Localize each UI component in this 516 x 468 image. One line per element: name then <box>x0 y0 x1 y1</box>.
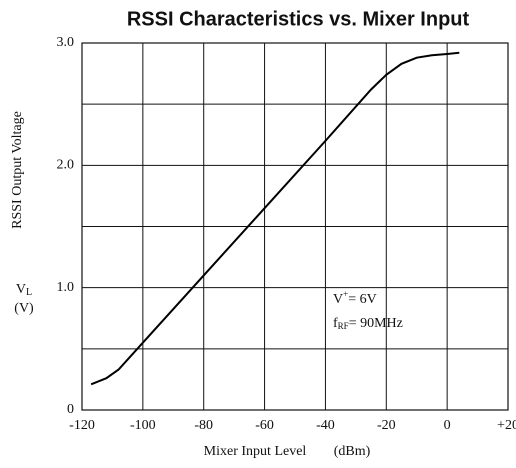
y-tick-label: 3.0 <box>57 35 75 50</box>
x-axis-label: Mixer Input Level <box>204 444 307 459</box>
x-tick-label: -100 <box>130 418 156 433</box>
x-tick-label: -60 <box>255 418 274 433</box>
y-tick-label: 0 <box>67 402 74 417</box>
annotation: V+= 6V <box>333 289 377 307</box>
y-axis-label: RSSI Output Voltage <box>10 111 25 229</box>
y-tick-label: 1.0 <box>57 280 75 295</box>
x-unit: (dBm) <box>334 444 371 459</box>
annotation: fRF= 90MHz <box>333 316 403 331</box>
x-tick-label: +20 <box>497 418 516 433</box>
chart-title: RSSI Characteristics vs. Mixer Input <box>127 8 470 30</box>
data-line <box>90 51 460 386</box>
x-tick-label: -20 <box>377 418 396 433</box>
x-tick-label: -80 <box>194 418 213 433</box>
x-tick-label: -120 <box>69 418 95 433</box>
y-unit: (V) <box>14 301 34 316</box>
x-tick-label: -40 <box>316 418 335 433</box>
x-tick-label: 0 <box>444 418 451 433</box>
y-tick-label: 2.0 <box>57 158 75 173</box>
y-unit-symbol: VL <box>16 282 32 298</box>
